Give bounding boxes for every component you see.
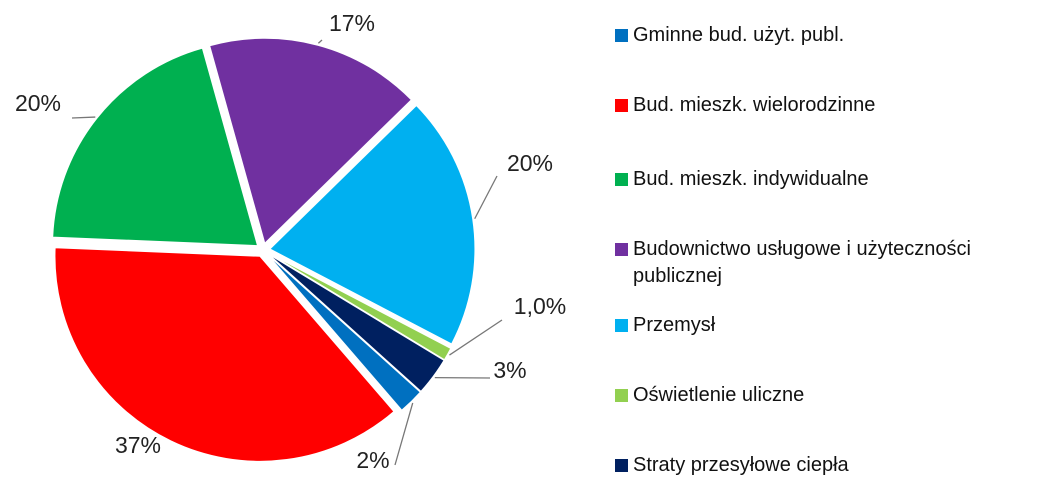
data-label: 17% — [329, 10, 375, 36]
legend-swatch — [615, 459, 628, 472]
legend-label: Bud. mieszk. wielorodzinne — [633, 94, 876, 116]
legend-item: Oświetlenie uliczne — [615, 382, 1018, 409]
leader-line — [474, 175, 498, 220]
data-label: 20% — [507, 150, 553, 176]
legend-item: Bud. mieszk. wielorodzinne — [615, 92, 1018, 119]
legend-swatch — [615, 389, 628, 402]
legend-swatch — [615, 243, 628, 256]
data-label: 2% — [356, 447, 389, 473]
pie-slice — [267, 254, 421, 411]
pie-slice — [269, 104, 476, 345]
legend-label: Gminne bud. użyt. publ. — [633, 24, 845, 46]
legend-label: Bud. mieszk. indywidualne — [633, 168, 869, 190]
leader-line — [449, 319, 503, 356]
leader-line — [71, 116, 96, 119]
legend-swatch — [615, 319, 628, 332]
legend-swatch — [615, 173, 628, 186]
data-label: 20% — [15, 90, 61, 116]
data-label: 37% — [115, 432, 161, 458]
legend-label: Budownictwo usługowe i użyteczności publ… — [633, 238, 971, 287]
data-label: 3% — [493, 357, 526, 383]
pie-slice — [52, 47, 259, 247]
legend-item: Gminne bud. użyt. publ. — [615, 22, 1018, 49]
leader-line — [394, 402, 414, 466]
pie-area: 2% 37% 20% 17% 20% 1,0% 3% — [15, 10, 566, 473]
data-label: 1,0% — [514, 293, 566, 319]
legend-swatch — [615, 29, 628, 42]
legend-item: Przemysł — [615, 312, 1018, 339]
legend-swatch — [615, 99, 628, 112]
legend-label: Przemysł — [633, 314, 716, 336]
legend-item: Bud. mieszk. indywidualne — [615, 166, 1018, 193]
leader-line — [317, 39, 323, 44]
pie-slice — [209, 37, 412, 245]
legend-label: Oświetlenie uliczne — [633, 384, 805, 406]
legend-item: Budownictwo usługowe i użyteczności publ… — [615, 236, 1018, 290]
legend-label: Straty przesyłowe ciepła — [633, 454, 849, 476]
legend-item: Straty przesyłowe ciepła — [615, 452, 1018, 478]
pie-slice — [268, 252, 452, 361]
pie-slice — [268, 253, 445, 393]
pie-slice — [54, 247, 395, 462]
